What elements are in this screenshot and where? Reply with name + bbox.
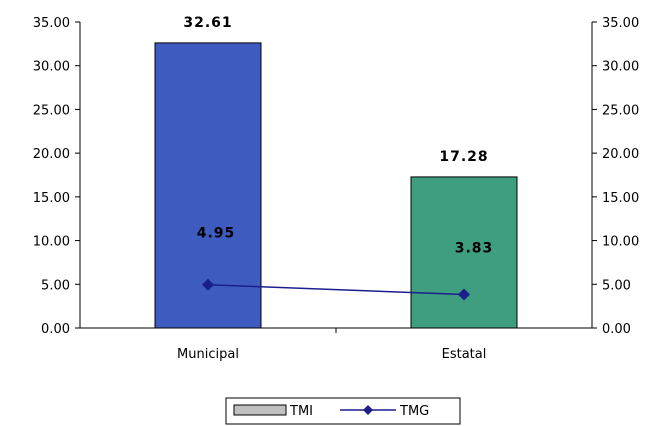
y-tick-label-left: 30.00 — [33, 60, 70, 75]
y-tick-label-right: 30.00 — [602, 60, 639, 75]
y-tick-label-left: 5.00 — [41, 278, 70, 293]
y-tick-label-left: 25.00 — [33, 103, 70, 118]
y-tick-label-left: 0.00 — [41, 322, 70, 337]
point-tmg — [458, 288, 470, 301]
y-tick-label-right: 25.00 — [602, 103, 639, 118]
y-tick-label-right: 35.00 — [602, 16, 639, 31]
point-tmg — [202, 278, 214, 291]
line-series-group — [202, 278, 470, 301]
y-tick-label-right: 5.00 — [602, 278, 631, 293]
bar-value-label: 17.28 — [439, 149, 488, 165]
legend-tmi-swatch — [233, 404, 287, 416]
x-category-label: Estatal — [442, 347, 487, 362]
axes-group: 0.00 0.00 5.00 5.00 10.00 10.00 15.00 15.00 20.0… — [33, 16, 639, 362]
legend-tmg-marker — [363, 405, 373, 415]
labels-group: 32.61 17.28 4.95 3.83 — [183, 15, 494, 257]
point-value-label: 3.83 — [455, 241, 494, 257]
bar-tmi — [410, 176, 518, 329]
legend: TMI TMG — [225, 397, 461, 425]
y-tick-label-left: 35.00 — [33, 16, 70, 31]
y-tick-label-left: 10.00 — [33, 235, 70, 250]
y-tick-label-right: 20.00 — [602, 147, 639, 162]
y-tick-label-left: 20.00 — [33, 147, 70, 162]
line-tmg — [207, 283, 465, 296]
y-tick-label-right: 15.00 — [602, 191, 639, 206]
x-category-label: Municipal — [177, 347, 239, 362]
legend-tmi-label: TMI — [289, 404, 313, 419]
bar-value-label: 32.61 — [183, 15, 232, 31]
point-value-label: 4.95 — [197, 226, 236, 242]
y-tick-label-right: 0.00 — [602, 322, 631, 337]
legend-tmg-label: TMG — [399, 404, 429, 419]
y-tick-label-right: 10.00 — [602, 235, 639, 250]
y-tick-label-left: 15.00 — [33, 191, 70, 206]
